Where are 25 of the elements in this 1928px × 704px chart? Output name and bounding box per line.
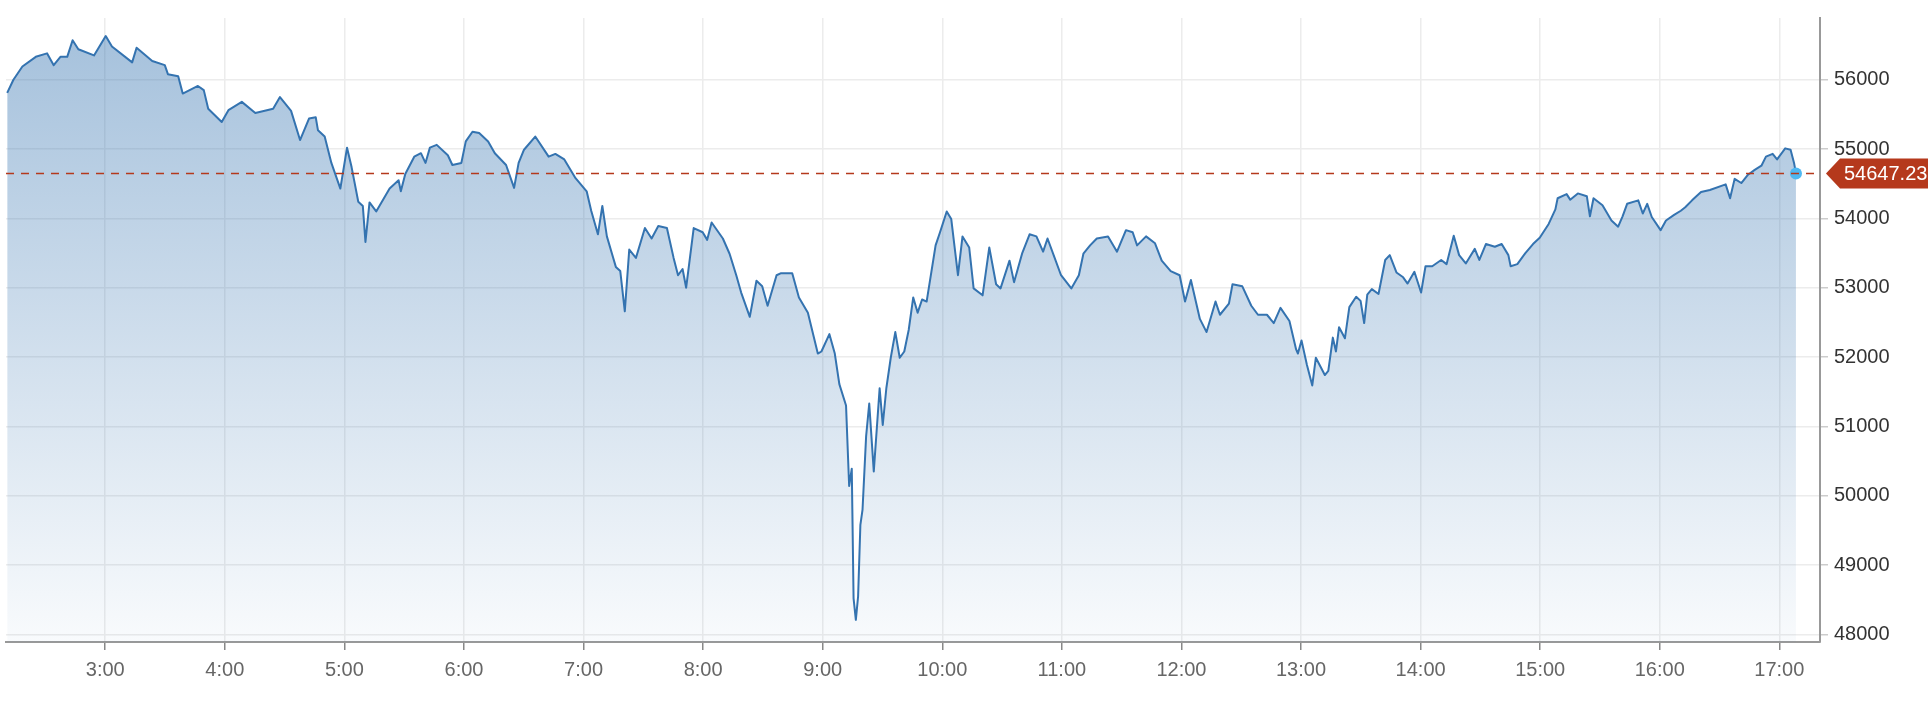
x-tick-label: 7:00 (564, 657, 604, 680)
x-tick-label: 14:00 (1395, 657, 1446, 680)
x-tick-label: 11:00 (1037, 657, 1087, 680)
y-tick-label: 53000 (1834, 275, 1890, 298)
y-tick-label: 48000 (1834, 621, 1890, 644)
x-tick-label: 15:00 (1515, 657, 1566, 680)
x-tick-label: 8:00 (683, 657, 723, 680)
x-tick-label: 5:00 (324, 657, 364, 680)
x-tick-label: 12:00 (1156, 657, 1207, 680)
x-tick-label: 4:00 (205, 657, 245, 680)
y-tick-label: 49000 (1834, 552, 1890, 575)
x-tick-label: 13:00 (1276, 657, 1327, 680)
y-tick-label: 55000 (1834, 136, 1890, 159)
y-tick-label: 52000 (1834, 344, 1890, 367)
ref-line-label: 54647.23 (1844, 162, 1928, 185)
y-tick-label: 54000 (1834, 205, 1890, 228)
y-tick-label: 51000 (1834, 413, 1890, 436)
y-tick-label: 56000 (1834, 67, 1890, 90)
y-tick-label: 50000 (1834, 483, 1890, 506)
x-tick-label: 3:00 (85, 657, 125, 680)
x-tick-label: 10:00 (917, 657, 968, 680)
x-tick-label: 6:00 (444, 657, 484, 680)
x-tick-label: 17:00 (1754, 657, 1805, 680)
x-tick-label: 9:00 (803, 657, 843, 680)
x-tick-label: 16:00 (1634, 657, 1685, 680)
